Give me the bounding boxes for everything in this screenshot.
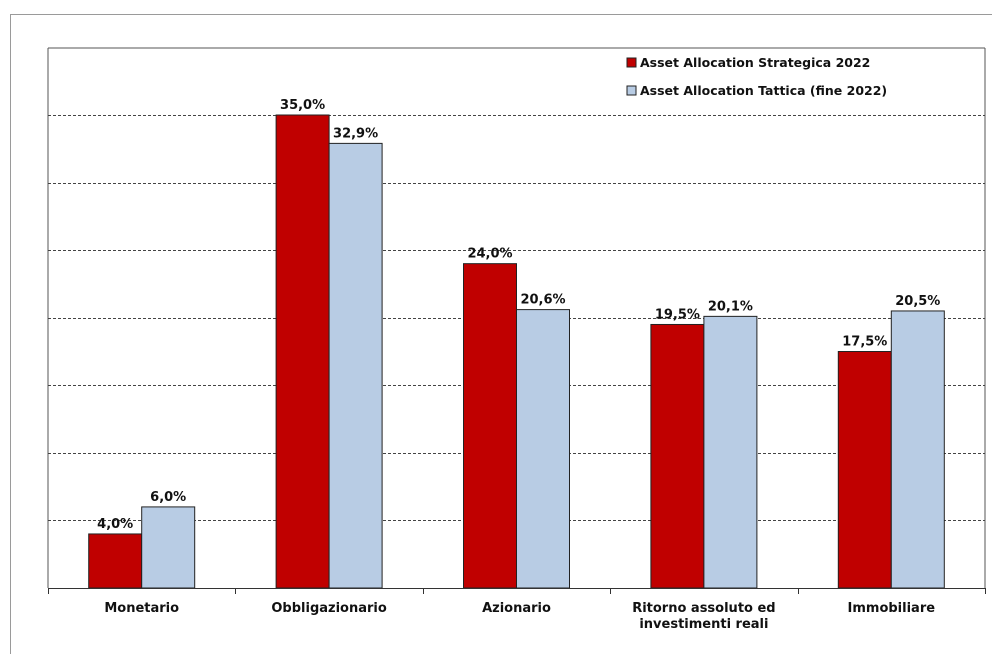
bar-s1-3	[463, 263, 517, 589]
bar-s1-1	[88, 533, 143, 589]
category-label-2: Obbligazionario	[271, 601, 387, 616]
data-label-s1-3: 24,0%	[467, 247, 512, 262]
bar-s2-5	[890, 310, 945, 589]
bar-s2-1	[141, 506, 196, 589]
bar-s1-5	[837, 351, 892, 589]
legend-swatch-2	[626, 85, 637, 96]
category-label-4-line2: investimenti reali	[639, 617, 768, 632]
data-label-s2-3: 20,6%	[520, 293, 565, 308]
category-label-5: Immobiliare	[848, 601, 936, 616]
data-label-s1-5: 17,5%	[842, 335, 887, 350]
legend-label-1: Asset Allocation Strategica 2022	[640, 55, 870, 70]
data-label-s1-4: 19,5%	[655, 307, 700, 322]
bar-s1-2	[275, 114, 330, 589]
data-label-s2-5: 20,5%	[895, 294, 940, 309]
category-label-3: Azionario	[482, 601, 551, 616]
data-label-s1-2: 35,0%	[280, 98, 325, 113]
legend-swatch-1	[626, 57, 637, 68]
bar-s2-3	[516, 309, 570, 589]
data-label-s2-4: 20,1%	[708, 299, 753, 314]
data-label-s2-1: 6,0%	[150, 490, 186, 505]
bar-s2-2	[328, 142, 383, 589]
category-label-4-line1: Ritorno assoluto ed	[632, 601, 775, 616]
data-label-s2-2: 32,9%	[333, 126, 378, 141]
category-label-1: Monetario	[104, 601, 179, 616]
bar-s1-4	[650, 323, 705, 589]
legend-label-2: Asset Allocation Tattica (fine 2022)	[640, 83, 887, 98]
data-label-s1-1: 4,0%	[97, 517, 133, 532]
bar-s2-4	[703, 315, 758, 589]
chart-frame	[10, 14, 992, 654]
